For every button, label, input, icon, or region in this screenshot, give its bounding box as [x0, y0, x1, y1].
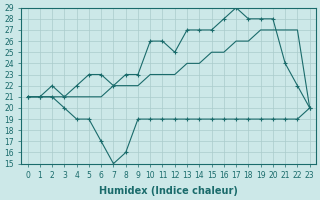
X-axis label: Humidex (Indice chaleur): Humidex (Indice chaleur) [99, 186, 238, 196]
